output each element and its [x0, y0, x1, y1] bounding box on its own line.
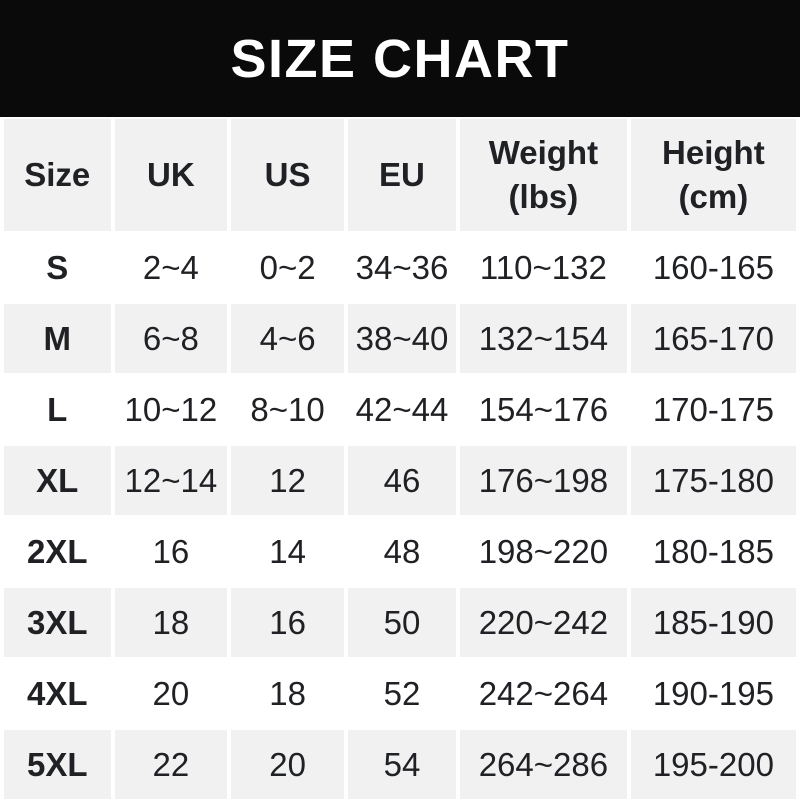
col-header-weight: Weight (lbs): [460, 119, 627, 231]
col-header-height: Height (cm): [630, 119, 796, 231]
cell-height: 165-170: [630, 304, 796, 373]
cell-us: 16: [231, 588, 344, 657]
cell-us: 4~6: [231, 304, 344, 373]
cell-size: 4XL: [4, 659, 111, 728]
cell-uk: 20: [114, 659, 228, 728]
cell-us: 14: [231, 517, 344, 586]
cell-uk: 6~8: [114, 304, 228, 373]
cell-us: 8~10: [231, 375, 344, 444]
table-row: M 6~8 4~6 38~40 132~154 165-170: [4, 304, 796, 373]
size-chart-table: Size UK US EU Weight (lbs) Height (cm) S 2…: [0, 117, 800, 800]
cell-weight: 176~198: [460, 446, 627, 515]
table-header-row: Size UK US EU Weight (lbs) Height (cm): [4, 119, 796, 231]
table-row: 2XL 16 14 48 198~220 180-185: [4, 517, 796, 586]
table-row: S 2~4 0~2 34~36 110~132 160-165: [4, 233, 796, 302]
col-header-eu: EU: [347, 119, 457, 231]
cell-uk: 10~12: [114, 375, 228, 444]
cell-size: 5XL: [4, 730, 111, 799]
cell-uk: 16: [114, 517, 228, 586]
cell-size: L: [4, 375, 111, 444]
col-header-weight-label: Weight: [488, 134, 599, 172]
cell-weight: 154~176: [460, 375, 627, 444]
table-row: 3XL 18 16 50 220~242 185-190: [4, 588, 796, 657]
cell-size: M: [4, 304, 111, 373]
cell-us: 0~2: [231, 233, 344, 302]
cell-height: 195-200: [630, 730, 796, 799]
col-header-uk: UK: [114, 119, 228, 231]
cell-size: S: [4, 233, 111, 302]
cell-eu: 52: [347, 659, 457, 728]
cell-weight: 198~220: [460, 517, 627, 586]
col-header-height-label: Height: [662, 134, 765, 172]
table-row: L 10~12 8~10 42~44 154~176 170-175: [4, 375, 796, 444]
cell-height: 160-165: [630, 233, 796, 302]
cell-us: 20: [231, 730, 344, 799]
cell-weight: 132~154: [460, 304, 627, 373]
col-header-size: Size: [4, 119, 111, 231]
cell-eu: 54: [347, 730, 457, 799]
cell-height: 180-185: [630, 517, 796, 586]
cell-height: 170-175: [630, 375, 796, 444]
cell-eu: 48: [347, 517, 457, 586]
cell-eu: 46: [347, 446, 457, 515]
cell-uk: 22: [114, 730, 228, 799]
col-header-weight-unit: (lbs): [508, 178, 579, 215]
table-row: 4XL 20 18 52 242~264 190-195: [4, 659, 796, 728]
cell-eu: 38~40: [347, 304, 457, 373]
cell-weight: 242~264: [460, 659, 627, 728]
cell-height: 175-180: [630, 446, 796, 515]
cell-eu: 34~36: [347, 233, 457, 302]
col-header-us: US: [231, 119, 344, 231]
table-row: 5XL 22 20 54 264~286 195-200: [4, 730, 796, 799]
table-row: XL 12~14 12 46 176~198 175-180: [4, 446, 796, 515]
cell-weight: 110~132: [460, 233, 627, 302]
cell-uk: 12~14: [114, 446, 228, 515]
size-chart-banner: SIZE CHART: [0, 0, 800, 117]
cell-height: 190-195: [630, 659, 796, 728]
page-title: SIZE CHART: [230, 28, 570, 89]
cell-size: 2XL: [4, 517, 111, 586]
cell-weight: 220~242: [460, 588, 627, 657]
col-header-height-unit: (cm): [678, 178, 749, 215]
cell-size: 3XL: [4, 588, 111, 657]
cell-eu: 50: [347, 588, 457, 657]
cell-uk: 18: [114, 588, 228, 657]
cell-eu: 42~44: [347, 375, 457, 444]
cell-us: 12: [231, 446, 344, 515]
cell-height: 185-190: [630, 588, 796, 657]
cell-us: 18: [231, 659, 344, 728]
cell-uk: 2~4: [114, 233, 228, 302]
cell-size: XL: [4, 446, 111, 515]
cell-weight: 264~286: [460, 730, 627, 799]
